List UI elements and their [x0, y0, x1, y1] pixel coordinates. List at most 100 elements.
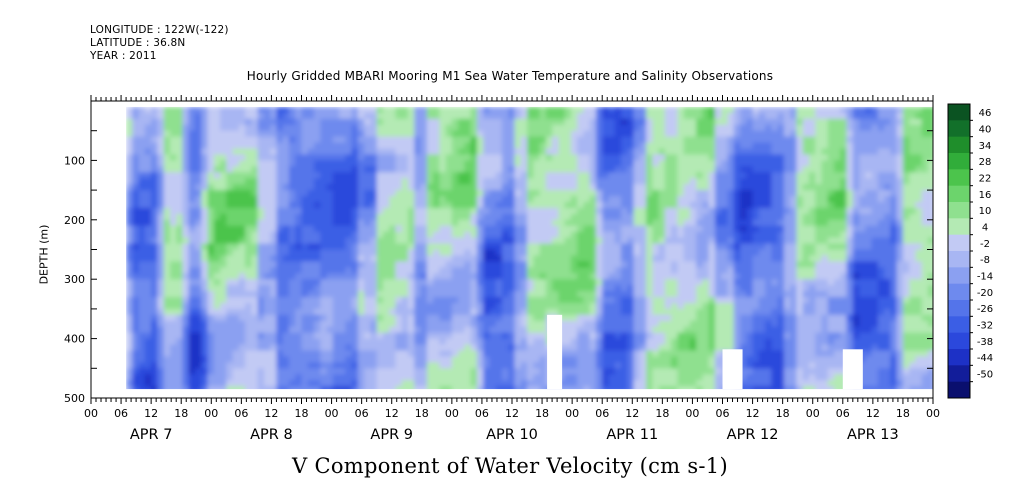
heatmap-cell [226, 225, 234, 233]
heatmap-cell [595, 154, 603, 161]
heatmap-cell [295, 326, 303, 334]
heatmap-cell [633, 136, 641, 144]
heatmap-cell [664, 231, 672, 239]
heatmap-cell [238, 314, 246, 322]
heatmap-cell [476, 237, 484, 245]
heatmap-cell [708, 350, 716, 358]
heatmap-cell [132, 320, 140, 328]
heatmap-cell [364, 148, 372, 156]
heatmap-cell [545, 184, 553, 191]
heatmap-cell [282, 368, 290, 375]
heatmap-cell [157, 124, 165, 132]
heatmap-cell [577, 130, 585, 138]
heatmap-cell [445, 279, 453, 286]
heatmap-cell [464, 291, 472, 298]
heatmap-cell [727, 320, 735, 328]
heatmap-cell [639, 148, 647, 156]
heatmap-cell [677, 308, 685, 316]
heatmap-cell [570, 338, 578, 346]
heatmap-cell [445, 302, 453, 310]
heatmap-cell [226, 231, 234, 239]
heatmap-cell [182, 291, 190, 298]
heatmap-cell [608, 297, 616, 304]
heatmap-cell [533, 374, 541, 381]
heatmap-cell [207, 255, 215, 262]
heatmap-cell [439, 225, 447, 233]
heatmap-cell [483, 273, 491, 280]
heatmap-cell [508, 267, 516, 274]
heatmap-cell [683, 166, 691, 173]
heatmap-cell [195, 332, 202, 340]
heatmap-cell [382, 231, 390, 239]
heatmap-cell [758, 338, 766, 346]
heatmap-cell [752, 112, 760, 120]
heatmap-cell [207, 201, 215, 209]
heatmap-cell [414, 207, 422, 215]
heatmap-cell [633, 184, 641, 191]
heatmap-cell [658, 160, 666, 167]
heatmap-cell [370, 338, 378, 346]
heatmap-cell [514, 184, 522, 191]
heatmap-cell [126, 201, 133, 209]
heatmap-cell [232, 302, 240, 310]
heatmap-cell [182, 154, 190, 161]
heatmap-cell [489, 344, 497, 352]
heatmap-cell [727, 332, 735, 340]
heatmap-cell [420, 255, 428, 262]
heatmap-cell [295, 285, 303, 292]
heatmap-cell [182, 338, 190, 346]
heatmap-cell [257, 285, 265, 292]
heatmap-cell [220, 314, 227, 322]
heatmap-cell [270, 356, 278, 363]
heatmap-cell [326, 237, 334, 245]
heatmap-cell [232, 118, 240, 126]
heatmap-cell [408, 285, 415, 292]
heatmap-cell [501, 190, 509, 197]
heatmap-cell [677, 130, 685, 138]
heatmap-cell [702, 178, 710, 185]
heatmap-cell [714, 130, 722, 138]
heatmap-cell [414, 338, 422, 346]
heatmap-cell [389, 249, 397, 257]
heatmap-cell [270, 213, 278, 221]
heatmap-cell [564, 124, 572, 132]
heatmap-cell [282, 118, 290, 126]
heatmap-cell [614, 160, 622, 167]
heatmap-cell [276, 350, 284, 358]
heatmap-cell [708, 196, 716, 203]
heatmap-cell [426, 118, 434, 126]
heatmap-cell [689, 291, 697, 298]
heatmap-cell [382, 326, 390, 334]
heatmap-cell [376, 142, 384, 150]
heatmap-cell [758, 362, 766, 369]
heatmap-cell [614, 255, 622, 262]
heatmap-cell [458, 380, 465, 387]
heatmap-cell [621, 267, 628, 274]
heatmap-cell [138, 314, 146, 322]
heatmap-cell [257, 160, 265, 167]
heatmap-cell [357, 184, 365, 191]
heatmap-cell [539, 326, 547, 334]
heatmap-cell [664, 118, 672, 126]
heatmap-cell [389, 255, 397, 262]
heatmap-cell [558, 130, 566, 138]
heatmap-cell [169, 279, 177, 286]
heatmap-cell [426, 219, 434, 227]
heatmap-cell [345, 326, 353, 334]
heatmap-cell [702, 243, 710, 251]
heatmap-cell [577, 308, 585, 316]
heatmap-cell [263, 326, 271, 334]
heatmap-cell [589, 308, 597, 316]
heatmap-cell [539, 332, 547, 340]
heatmap-cell [439, 350, 447, 358]
heatmap-cell [401, 380, 409, 387]
heatmap-cell [570, 326, 578, 334]
heatmap-cell [664, 213, 672, 221]
heatmap-cell [552, 285, 559, 292]
heatmap-cell [182, 136, 190, 144]
heatmap-cell [276, 314, 284, 322]
heatmap-cell [758, 213, 766, 221]
heatmap-cell [263, 213, 271, 221]
heatmap-cell [326, 172, 334, 179]
heatmap-cell [602, 196, 610, 203]
